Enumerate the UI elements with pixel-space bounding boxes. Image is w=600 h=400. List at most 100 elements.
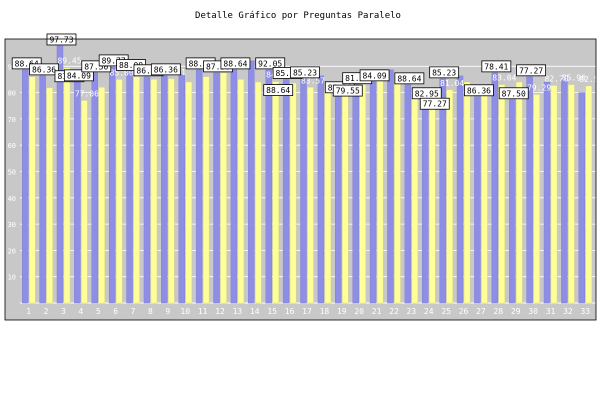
data-label-text: 88.64 [266,86,290,95]
data-label-text: 87.50 [206,62,230,71]
bar-a-28 [491,72,499,304]
data-label-text: 97.73 [49,35,73,44]
x-tick-label: 24 [424,307,434,316]
x-tick-label: 7 [131,307,136,316]
bar-a-30 [526,76,533,304]
ghost-label: 82.70 [544,74,568,83]
data-label-box [81,60,112,73]
x-tick-label: 30 [528,307,538,316]
bar-a-8 [143,76,151,304]
x-tick-label: 14 [250,307,260,316]
bar-b-1 [28,76,36,304]
bar-a-24 [422,99,429,304]
data-label: 85.23 [290,66,320,79]
bar-b-5 [98,87,105,304]
data-label-text: 81.82 [345,74,369,83]
bar-a-22 [387,69,394,304]
x-tick-label: 1 [26,307,31,316]
x-tick-label: 6 [113,307,118,316]
x-tick-label: 22 [389,307,399,316]
data-label: 82.95 [411,87,442,100]
bar-a-21 [369,81,377,304]
bar-b-30 [533,94,540,304]
x-tick-label: 29 [511,307,521,316]
data-label-text: 79.55 [336,87,360,96]
data-label-text: 77.27 [423,100,447,109]
bar-b-29 [516,81,523,304]
bar-b-26 [463,81,471,304]
bar-a-19 [335,93,342,304]
data-label-box [332,84,363,97]
bar-a-23 [404,84,412,304]
data-label-box [263,84,294,96]
data-label-text: 87.50 [84,62,108,71]
ghost-label: 89.45 [57,57,81,66]
data-label-text: 85.00 [276,69,300,78]
bar-b-2 [46,87,53,304]
data-label-box [150,63,181,76]
data-label: 97.73 [46,33,77,46]
data-label-text: 88.64 [15,59,39,68]
data-label-text: 86.36 [32,65,56,74]
x-tick-label: 3 [61,307,66,316]
x-axis: 1 2 3 4 5 6 7 8 9 10 11 12 13 14 15 16 17 18 19 20 21 22 23 24 2… [26,307,590,316]
bar-a-29 [509,99,516,304]
y-tick-label: 80 [8,90,16,98]
data-label-text: 78.41 [484,62,508,71]
x-tick-label: 28 [494,307,504,316]
bar-a-11 [195,69,203,304]
data-label: 79.55 [332,84,363,97]
bar-b-16 [289,83,297,304]
bar-a-1 [21,69,29,304]
ghost-label: 82.51 [579,75,600,84]
bar-a-12 [213,72,220,304]
data-label-text: 88.00 [119,61,143,70]
data-label: 86.36 [150,63,181,76]
data-label: 77.27 [419,97,450,110]
x-tick-label: 17 [302,307,312,316]
x-tick-label: 5 [96,307,101,316]
data-label-text: 86.00 [136,66,160,75]
bar-b-21 [376,79,384,304]
bar-a-26 [456,75,464,304]
bar-a-33 [578,92,586,304]
ghost-label: 85.96 [562,74,586,83]
bar-a-15 [265,69,272,304]
bar-a-3 [56,45,64,304]
data-label-box [11,57,42,70]
data-label: 78.41 [481,60,512,73]
bar-a-20 [352,84,359,304]
bar-a-7 [126,71,133,304]
data-label-box [255,57,286,70]
bars-group [21,45,593,304]
bar-b-6 [115,79,123,304]
data-label-text: 77.27 [519,66,543,75]
data-label: 87.50 [81,60,112,73]
data-label-box [481,60,512,73]
bar-b-7 [133,76,140,304]
bar-a-32 [561,76,568,304]
y-axis: 10 20 30 40 50 60 70 80 90 [8,63,16,281]
bar-a-5 [91,72,98,304]
bar-a-10 [178,73,185,304]
y-tick-label: 60 [8,142,16,150]
data-label: 88.64 [11,57,42,70]
y-tick-label: 90 [8,63,16,71]
ghost-label: 81.04 [440,79,464,88]
x-tick-label: 16 [285,307,295,316]
bar-b-20 [359,84,366,304]
y-tick-label: 10 [8,274,16,282]
data-label-box [464,84,494,97]
x-tick-label: 18 [320,307,330,316]
x-tick-label: 21 [372,307,382,316]
data-labels: 88.6486.3697.7381.8284.0987.5089.7788.00… [11,33,547,110]
bar-a-6 [108,66,116,304]
x-tick-label: 2 [44,307,49,316]
bar-b-28 [498,84,506,304]
bar-b-14 [255,81,262,304]
bar-b-27 [481,89,488,304]
bar-a-17 [300,78,307,304]
x-tick-label: 32 [563,307,573,316]
data-label-text: 88.64 [189,59,213,68]
plot-frame [4,38,597,321]
